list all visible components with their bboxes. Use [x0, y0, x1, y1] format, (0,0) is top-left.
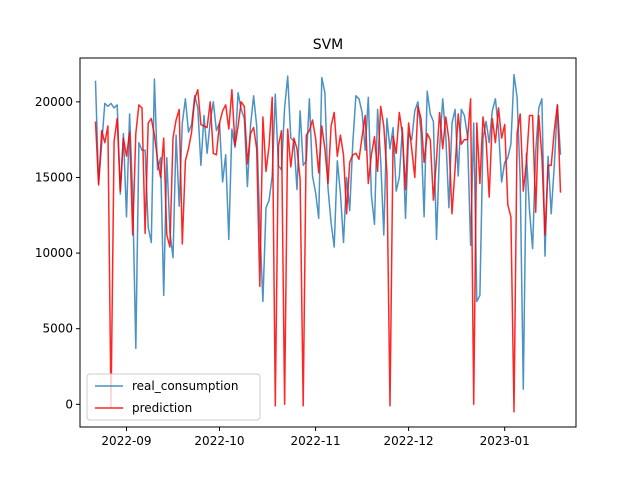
x-tick-label: 2022-12: [384, 434, 434, 448]
y-tick-label: 0: [65, 397, 73, 411]
y-tick-label: 5000: [42, 322, 73, 336]
series-line-real-consumption: [94, 73, 562, 390]
legend-box: [86, 373, 261, 421]
y-tick-label: 10000: [35, 246, 73, 260]
y-tick-label: 20000: [35, 95, 73, 109]
x-tick-label: 2022-09: [101, 434, 151, 448]
legend: real_consumption prediction: [86, 373, 261, 421]
x-tick-label: 2022-10: [194, 434, 244, 448]
y-tick-label: 15000: [35, 170, 73, 184]
axes-layer: 0 5000 10000 15000 20000 2022-09 2022-10 2022-1…: [35, 95, 530, 448]
x-tick-label: 2022-11: [291, 434, 341, 448]
legend-label-prediction: prediction: [132, 401, 192, 415]
chart-title: SVM: [313, 37, 344, 53]
legend-label-real-consumption: real_consumption: [132, 379, 238, 393]
series-line-prediction: [94, 89, 562, 413]
x-tick-label: 2023-01: [480, 434, 530, 448]
plot-area-frame: [79, 57, 577, 428]
series-layer: [94, 73, 562, 413]
